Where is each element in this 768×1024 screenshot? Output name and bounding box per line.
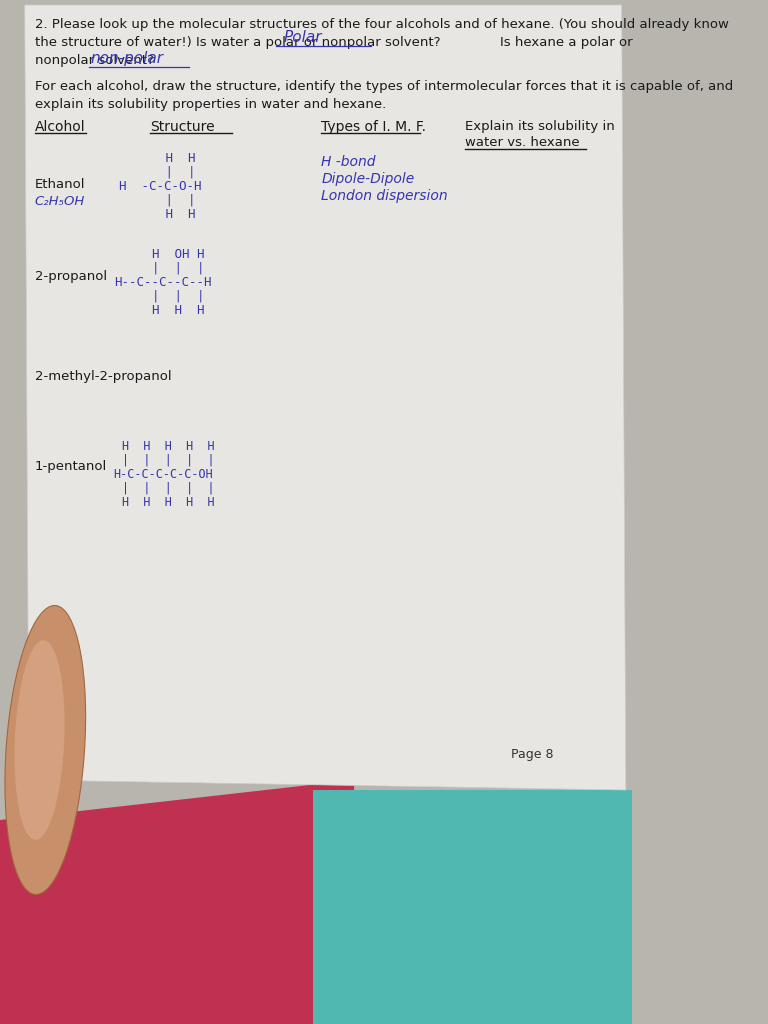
Text: London dispersion: London dispersion [321, 189, 448, 203]
Text: For each alcohol, draw the structure, identify the types of intermolecular force: For each alcohol, draw the structure, id… [35, 80, 733, 93]
Text: |  |: | | [127, 166, 195, 179]
Text: |  |: | | [127, 194, 195, 207]
Text: Dipole-Dipole: Dipole-Dipole [321, 172, 415, 186]
Ellipse shape [5, 605, 85, 895]
Text: 2. Please look up the molecular structures of the four alcohols and of hexane. (: 2. Please look up the molecular structur… [35, 18, 729, 31]
Text: non-polar: non-polar [91, 51, 164, 66]
Text: 1-pentanol: 1-pentanol [35, 460, 107, 473]
Text: Alcohol: Alcohol [35, 120, 85, 134]
Polygon shape [0, 780, 354, 1024]
Ellipse shape [15, 640, 65, 840]
Text: Types of I. M. F.: Types of I. M. F. [321, 120, 426, 134]
Text: |  |  |  |  |: | | | | | [122, 454, 214, 467]
Text: 2-propanol: 2-propanol [35, 270, 107, 283]
Text: H  -C-C-O-H: H -C-C-O-H [119, 180, 202, 193]
Text: the structure of water!) Is water a polar or nonpolar solvent?              Is h: the structure of water!) Is water a pola… [35, 36, 632, 49]
Text: 2-methyl-2-propanol: 2-methyl-2-propanol [35, 370, 171, 383]
Text: C₂H₅OH: C₂H₅OH [35, 195, 85, 208]
Text: H  H: H H [127, 208, 195, 221]
Text: H  OH H: H OH H [122, 248, 204, 261]
Text: |  |  |  |  |: | | | | | [122, 482, 214, 495]
Text: water vs. hexane: water vs. hexane [465, 136, 580, 150]
Text: Structure: Structure [150, 120, 214, 134]
Text: nonpolar solvent?: nonpolar solvent? [35, 54, 154, 67]
Text: H--C--C--C--H: H--C--C--C--H [114, 276, 211, 289]
Text: H-C-C-C-C-C-OH: H-C-C-C-C-C-OH [114, 468, 214, 481]
Polygon shape [313, 790, 632, 1024]
Text: H  H  H: H H H [122, 304, 204, 317]
Text: |  |  |: | | | [122, 290, 204, 303]
Text: Explain its solubility in: Explain its solubility in [465, 120, 615, 133]
Text: H  H  H  H  H: H H H H H [122, 496, 214, 509]
Text: explain its solubility properties in water and hexane.: explain its solubility properties in wat… [35, 98, 386, 111]
Text: H -bond: H -bond [321, 155, 376, 169]
Text: |  |  |: | | | [122, 262, 204, 275]
Text: Ethanol: Ethanol [35, 178, 85, 191]
Polygon shape [25, 5, 626, 790]
Text: Page 8: Page 8 [511, 748, 553, 761]
Text: H  H: H H [127, 152, 195, 165]
Text: H  H  H  H  H: H H H H H [122, 440, 214, 453]
Text: Polar: Polar [284, 30, 323, 45]
